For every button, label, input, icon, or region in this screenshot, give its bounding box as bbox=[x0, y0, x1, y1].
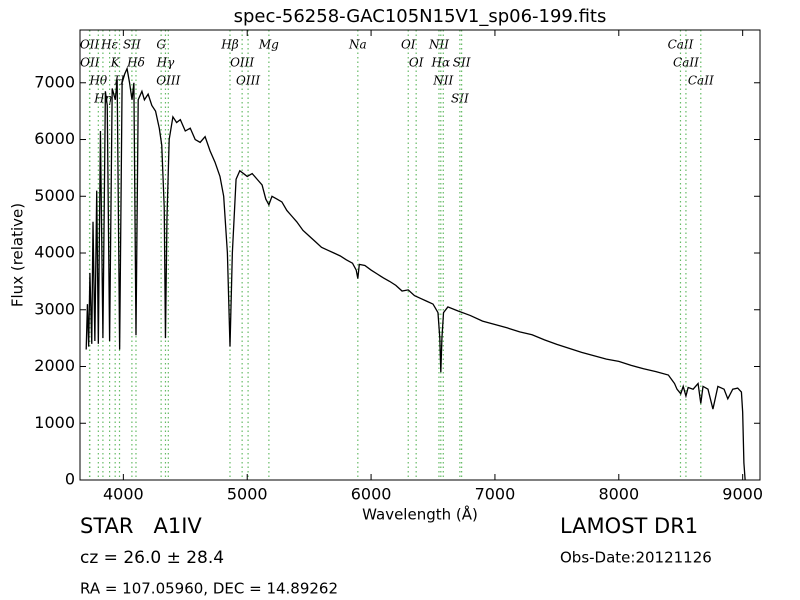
x-tick-label: 5000 bbox=[227, 485, 268, 504]
spectral-line-label: K bbox=[110, 56, 121, 70]
plot-frame bbox=[79, 29, 761, 481]
spectral-line-label: Hη bbox=[93, 92, 112, 106]
y-tick-label: 3000 bbox=[34, 299, 75, 318]
spectral-line-label: G bbox=[156, 38, 166, 52]
y-tick-label: 7000 bbox=[34, 72, 75, 91]
y-tick-label: 4000 bbox=[34, 243, 75, 262]
spectral-line-label: OIII bbox=[156, 74, 180, 88]
spectral-line-label: SII bbox=[453, 56, 471, 70]
y-tick-label: 2000 bbox=[34, 356, 75, 375]
spectral-line-label: OIII bbox=[230, 56, 254, 70]
x-axis-label: Wavelength (Å) bbox=[362, 505, 478, 524]
spectral-line-label: NII bbox=[432, 74, 453, 88]
spectral-line-label: H bbox=[113, 74, 125, 88]
spectral-line-label: CaII bbox=[688, 74, 714, 88]
spectral-line-label: Hε bbox=[100, 38, 118, 52]
spectral-line-label: OII bbox=[80, 56, 100, 70]
spectral-line-label: Mg bbox=[258, 38, 279, 52]
chart-title: spec-56258-GAC105N15V1_sp06-199.fits bbox=[234, 6, 607, 27]
spectral-line-label: SII bbox=[123, 38, 141, 52]
spectral-line-label: OI bbox=[409, 56, 424, 70]
annotation: LAMOST DR1 bbox=[560, 514, 698, 538]
spectral-line-label: Hθ bbox=[88, 74, 107, 88]
x-tick-label: 4000 bbox=[103, 485, 144, 504]
spectral-line-label: SII bbox=[451, 92, 469, 106]
y-axis-label: Flux (relative) bbox=[9, 203, 27, 307]
annotation: STAR A1IV bbox=[80, 514, 202, 538]
spectral-line-label: NII bbox=[428, 38, 449, 52]
x-tick-label: 9000 bbox=[722, 485, 763, 504]
spectral-line-label: Hα bbox=[431, 56, 451, 70]
y-tick-label: 6000 bbox=[34, 129, 75, 148]
x-tick-label: 8000 bbox=[598, 485, 639, 504]
spectral-line-label: Hγ bbox=[156, 56, 175, 70]
y-tick-label: 0 bbox=[65, 470, 75, 489]
annotation: cz = 26.0 ± 28.4 bbox=[80, 548, 224, 568]
annotation: RA = 107.05960, DEC = 14.89262 bbox=[80, 580, 338, 598]
spectral-line-label: OIII bbox=[236, 74, 260, 88]
y-tick-label: 5000 bbox=[34, 186, 75, 205]
spectrum-line bbox=[85, 66, 746, 481]
x-tick-label: 7000 bbox=[475, 485, 516, 504]
y-tick-label: 1000 bbox=[34, 413, 75, 432]
spectral-line-label: CaII bbox=[668, 38, 694, 52]
spectral-line-label: Hβ bbox=[220, 38, 238, 52]
spectral-line-label: Hδ bbox=[126, 56, 145, 70]
spectral-line-label: OI bbox=[401, 38, 416, 52]
spectral-line-label: CaII bbox=[673, 56, 699, 70]
annotation: Obs-Date:20121126 bbox=[560, 549, 712, 567]
spectral-line-label: Na bbox=[348, 38, 367, 52]
x-tick-label: 6000 bbox=[351, 485, 392, 504]
